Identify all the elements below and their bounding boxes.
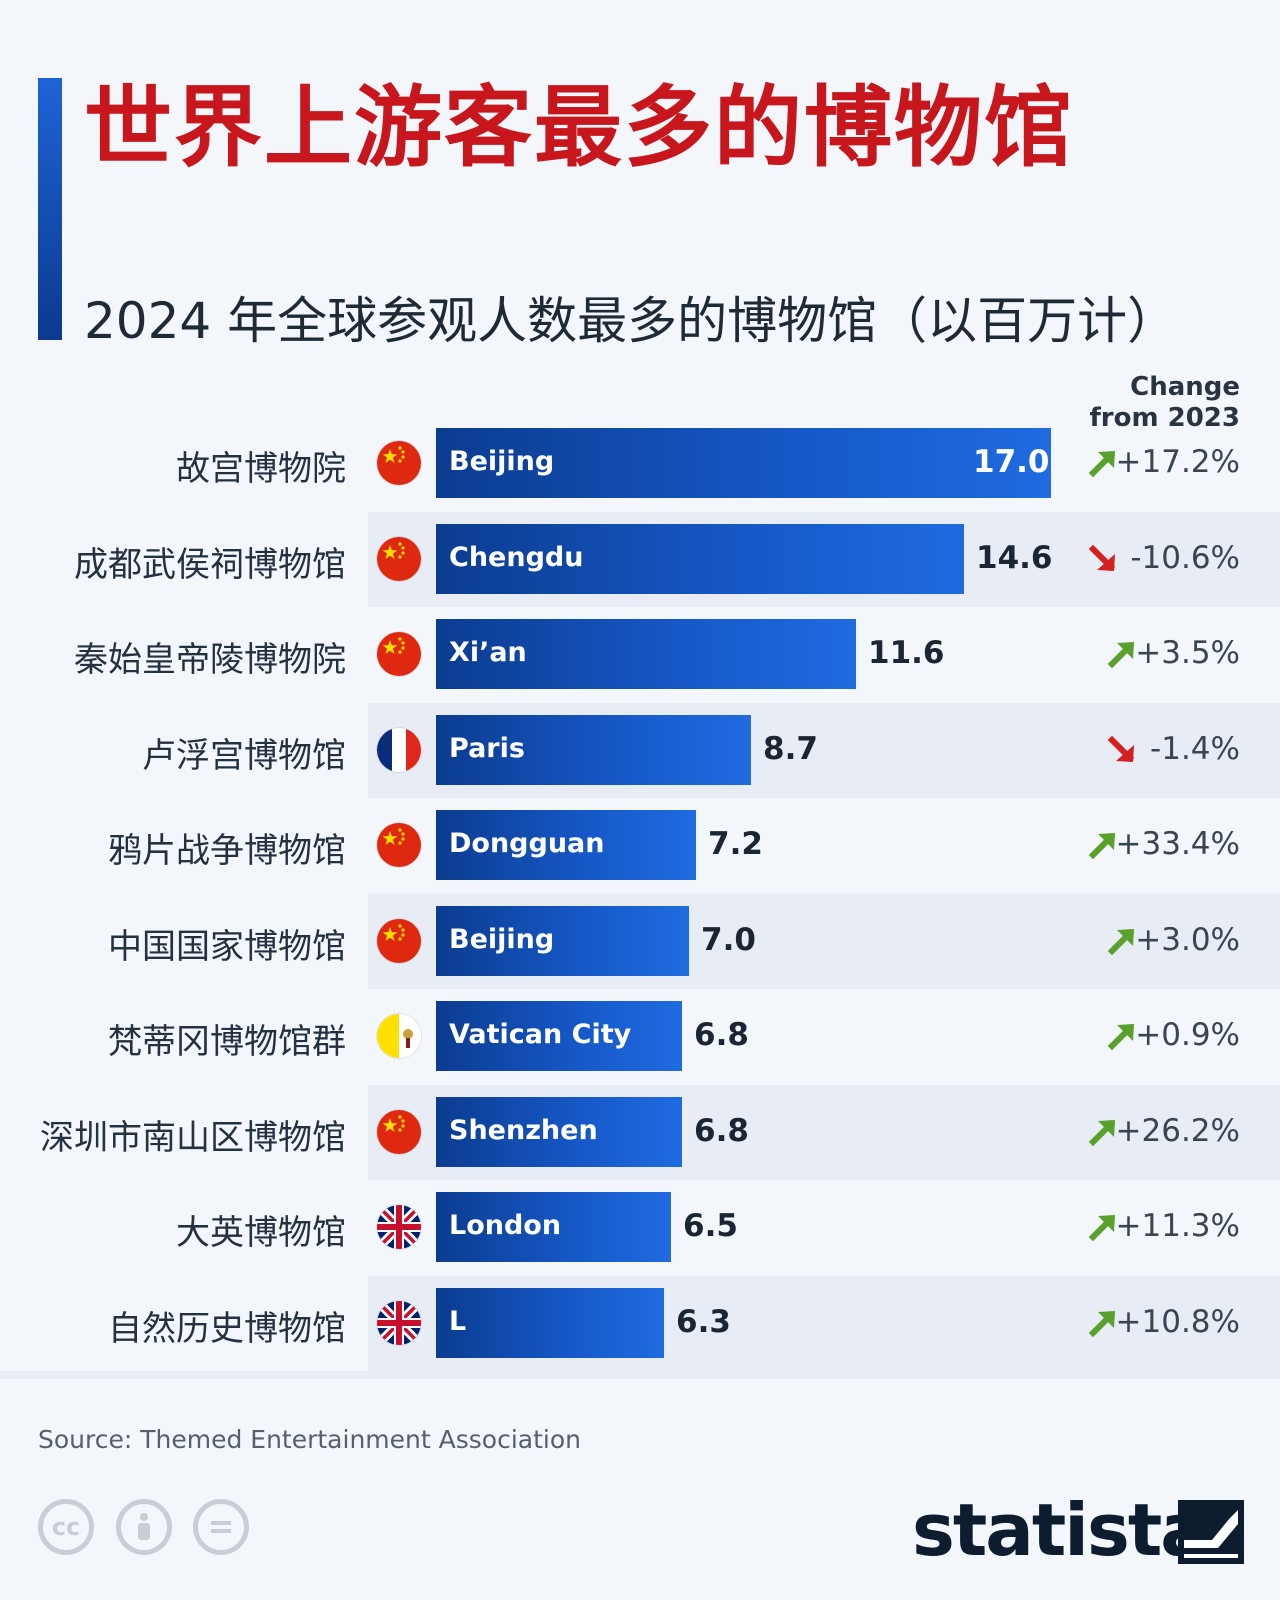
- museum-name-label: 秦始皇帝陵博物院: [74, 640, 346, 680]
- bar-city-label: Beijing: [449, 923, 555, 955]
- change-value: +26.2%: [1115, 1112, 1240, 1149]
- change-value: +0.9%: [1135, 1017, 1240, 1053]
- change-value: +10.8%: [1115, 1303, 1240, 1340]
- uk-flag-icon: [377, 1205, 421, 1249]
- uk-flag-icon: [377, 1300, 421, 1345]
- museum-name-label: 大英博物馆: [176, 1213, 346, 1253]
- china-flag-icon: [377, 536, 421, 581]
- source-note: Source: Themed Entertainment Association: [38, 1425, 581, 1454]
- arrow-up-icon: [1106, 638, 1138, 670]
- museum-name-label: 深圳市南山区博物馆: [40, 1117, 346, 1158]
- bar-mark: [436, 905, 689, 976]
- arrow-up-icon: [1087, 829, 1119, 861]
- china-flag-icon: [377, 823, 421, 867]
- statista-logo-mark-icon: [1178, 1500, 1244, 1564]
- museum-name-label: 故宫博物院: [176, 449, 346, 489]
- page-title: 世界上游客最多的博物馆: [84, 76, 1075, 179]
- bar-mark: [436, 1001, 682, 1071]
- creative-commons-icon: cc: [38, 1499, 94, 1555]
- bar-value-label: 7.0: [701, 921, 756, 958]
- bar-value-label: 11.6: [868, 635, 945, 671]
- vatican-flag-icon: [377, 1014, 421, 1058]
- bar-mark: [436, 619, 856, 689]
- bar-value-label: 6.8: [694, 1017, 749, 1053]
- change-value: +11.3%: [1115, 1208, 1240, 1244]
- china-flag-icon: [377, 441, 421, 485]
- museum-name-label: 中国国家博物馆: [108, 926, 346, 967]
- china-flag-icon: [377, 1109, 421, 1154]
- arrow-up-icon: [1087, 1211, 1119, 1243]
- museum-name-label: 自然历史博物馆: [108, 1308, 346, 1349]
- arrow-down-icon: [1087, 543, 1119, 575]
- change-value: -10.6%: [1130, 539, 1240, 576]
- bar-mark: [436, 810, 696, 880]
- museum-name-label: 卢浮宫博物馆: [142, 735, 346, 776]
- arrow-up-icon: [1106, 1020, 1138, 1052]
- change-header-line1: Change: [1130, 372, 1240, 402]
- bar-city-label: L: [449, 1305, 467, 1337]
- bar-mark: [436, 1287, 664, 1358]
- bar-city-label: Vatican City: [449, 1019, 632, 1050]
- bar-value-label: 6.8: [694, 1112, 749, 1149]
- bar-city-label: Paris: [449, 732, 525, 764]
- museum-name-label: 鸦片战争博物馆: [108, 831, 346, 871]
- bar-value-label: 6.5: [683, 1208, 738, 1244]
- bar-value-label: 6.3: [676, 1303, 731, 1340]
- china-flag-icon: [377, 632, 421, 676]
- change-value: +17.2%: [1115, 444, 1240, 480]
- bar-mark: [436, 1192, 671, 1262]
- change-value: +33.4%: [1115, 826, 1240, 862]
- change-value: -1.4%: [1150, 730, 1240, 767]
- bar-mark: [436, 714, 751, 785]
- bar-value-label: 7.2: [708, 826, 763, 862]
- attribution-icon: [116, 1499, 172, 1555]
- bar-city-label: Xi’an: [449, 637, 527, 668]
- statista-logo-text: statista: [912, 1488, 1209, 1572]
- bar-city-label: Beijing: [449, 446, 555, 477]
- france-flag-icon: [377, 727, 421, 772]
- bar-value-label: 8.7: [763, 730, 818, 767]
- bar-city-label: London: [449, 1210, 562, 1241]
- bar-value-label: 17.0: [973, 444, 1050, 480]
- arrow-up-icon: [1087, 1116, 1119, 1148]
- bar-city-label: Chengdu: [449, 541, 584, 573]
- change-value: +3.0%: [1135, 921, 1240, 958]
- chart-subtitle: 2024 年全球参观人数最多的博物馆（以百万计）: [84, 292, 1178, 350]
- bar-city-label: Dongguan: [449, 828, 605, 859]
- arrow-up-icon: [1087, 1307, 1119, 1339]
- bar-city-label: Shenzhen: [449, 1114, 598, 1146]
- bar-mark: [436, 1096, 682, 1167]
- change-column-header: Change from 2023: [1089, 372, 1240, 434]
- title-accent-bar: [38, 78, 62, 340]
- bar-mark: [436, 523, 964, 594]
- museum-name-label: 梵蒂冈博物馆群: [108, 1022, 346, 1062]
- bar-mark: [436, 428, 1051, 498]
- arrow-up-icon: [1087, 447, 1119, 479]
- china-flag-icon: [377, 918, 421, 963]
- arrow-down-icon: [1106, 734, 1138, 766]
- change-value: +3.5%: [1135, 635, 1240, 671]
- chart-bottom-band: [0, 1371, 1280, 1379]
- museum-name-label: 成都武侯祠博物馆: [74, 544, 346, 585]
- no-derivatives-icon: [193, 1499, 249, 1555]
- change-header-line2: from 2023: [1089, 403, 1240, 433]
- bar-value-label: 14.6: [976, 539, 1053, 576]
- arrow-up-icon: [1106, 925, 1138, 957]
